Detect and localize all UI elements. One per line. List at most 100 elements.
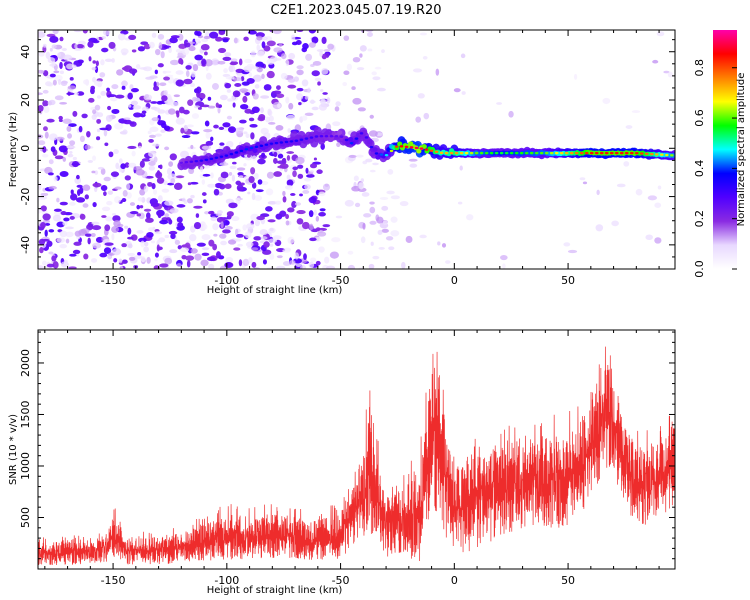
spectrogram-noise-blob	[266, 40, 276, 47]
spectrogram-noise-blob	[52, 30, 59, 35]
spectrogram-noise-blob	[173, 94, 181, 98]
spectrogram-noise-blob	[40, 221, 46, 229]
spectrogram-noise-blob	[101, 35, 106, 39]
spectrogram-noise-blob	[47, 172, 54, 176]
spectrogram-noise-blob	[57, 79, 62, 86]
spectrogram-noise-blob	[243, 36, 249, 42]
spectrogram-noise-blob	[154, 133, 162, 137]
spectrogram-noise-blob	[318, 191, 326, 197]
spectrogram-noise-blob	[213, 188, 220, 196]
spectrogram-noise-blob	[631, 110, 641, 113]
spectrogram-ridge-body	[421, 144, 427, 149]
spectrogram-noise-blob	[286, 174, 291, 181]
spectrogram-noise-blob	[201, 104, 210, 108]
spectrogram-noise-blob	[308, 210, 314, 218]
spectrogram-noise-blob	[136, 230, 144, 234]
spectrogram-noise-blob	[66, 92, 75, 96]
spectrogram-noise-blob	[263, 84, 272, 91]
spectrogram-noise-blob	[235, 233, 244, 238]
spectrogram-noise-blob	[148, 138, 154, 143]
snr-x-tick-label: -100	[214, 574, 239, 587]
spectrogram-noise-blob	[369, 169, 376, 173]
spectrogram-noise-blob	[297, 164, 304, 169]
spectrogram-noise-blob	[75, 253, 80, 257]
spectrogram-noise-blob	[186, 124, 194, 128]
spectrogram-noise-blob	[176, 204, 186, 208]
spectrogram-noise-blob	[219, 142, 225, 146]
spectrogram-noise-blob	[360, 178, 365, 183]
spectrogram-noise-blob	[157, 211, 162, 219]
spectrogram-noise-blob	[256, 44, 261, 51]
spectrogram-noise-blob	[227, 239, 237, 245]
spectrogram-noise-blob	[76, 184, 83, 188]
spectrogram-noise-blob	[272, 235, 282, 240]
spectrogram-noise-blob	[273, 151, 278, 158]
spectrogram-noise-blob	[184, 42, 191, 48]
spectrogram-noise-blob	[237, 243, 244, 247]
spectrogram-noise-blob	[92, 60, 97, 64]
spectrogram-noise-blob	[192, 63, 199, 72]
spectrogram-noise-blob	[45, 51, 51, 59]
spectrogram-noise-blob	[68, 123, 77, 127]
spectrogram-ridge-core	[364, 136, 369, 139]
spectrogram-noise-blob	[137, 251, 142, 256]
spectrogram-noise-blob	[212, 223, 219, 231]
spectrogram-noise-blob	[91, 221, 100, 225]
spectrogram-ridge-core	[594, 151, 599, 155]
spectrogram-noise-blob	[645, 234, 653, 241]
colorbar-ticks: 0.0 0.2 0.4 0.6 0.8	[693, 59, 737, 278]
spectrogram-noise-blob	[387, 169, 394, 175]
spectrogram-noise-blob	[267, 219, 276, 223]
spectrogram-noise-blob	[309, 237, 317, 242]
spectrogram-noise-blob	[224, 262, 234, 268]
spectrogram-noise-blob	[261, 41, 266, 49]
spectrogram-noise-blob	[343, 70, 350, 75]
spectrogram-noise-blob	[242, 258, 250, 267]
colorbar-label: Normalized spectral amplitude	[736, 73, 747, 227]
spectrogram-frame	[37, 29, 676, 270]
spectrogram-ridge-body	[337, 130, 343, 135]
spectrogram-noise-blob	[287, 78, 296, 83]
spectrogram-noise-blob	[142, 66, 153, 72]
spectrogram-ridge-core	[589, 151, 594, 155]
spectrogram-noise-blob	[82, 184, 91, 191]
spectrogram-ridge-core	[670, 154, 674, 157]
spectrogram-ridge-core	[199, 159, 204, 162]
spectrogram-noise-blob	[197, 60, 203, 67]
spectrogram-noise-blob	[208, 210, 215, 215]
spectrogram-noise-blob	[160, 129, 166, 133]
spectrogram-noise-blob	[382, 220, 388, 225]
spectrogram-noise-blob	[168, 47, 172, 54]
spectrogram-noise-blob	[69, 253, 77, 257]
spectrogram-noise-blob	[144, 241, 149, 247]
spectrogram-noise-blob	[282, 190, 286, 197]
snr-x-tick-label: -50	[332, 574, 350, 587]
spectrogram-noise-blob	[121, 243, 127, 248]
spectrogram-noise-blob	[244, 58, 252, 64]
snr-x-ticks: -150 -100 -50 0 50	[44, 330, 660, 587]
spectrogram-noise-blob	[159, 164, 163, 170]
spectrogram-noise-blob	[49, 73, 56, 78]
spectrogram-noise-blob	[267, 108, 272, 116]
spectrogram-noise-blob	[177, 222, 184, 229]
spectrogram-ridge-core	[429, 149, 434, 152]
spectrogram-noise-blob	[258, 113, 266, 121]
spectrogram-ridge-core	[249, 146, 254, 150]
spectrogram-noise-blob	[409, 163, 418, 168]
spectrogram-noise-blob	[148, 227, 154, 232]
spectrogram-noise-blob	[67, 153, 74, 158]
spectrogram-noise-blob	[311, 36, 319, 44]
spectrogram-ridge-core	[634, 151, 639, 155]
spectrogram-noise-blob	[60, 80, 68, 87]
spectrogram-noise-blob	[143, 246, 149, 253]
spectrogram-ridge-core	[494, 151, 499, 155]
spectrogram-noise-blob	[193, 221, 202, 230]
spectrogram-noise-blob	[292, 170, 297, 178]
spectrogram-ridge-core	[279, 141, 284, 144]
spectrogram-ridge-core	[239, 149, 244, 153]
spectrogram-noise-blob	[52, 79, 57, 86]
snr-series	[38, 346, 675, 565]
snr-x-axis-label: Height of straight line (km)	[207, 585, 343, 596]
spectrogram-noise-blob	[127, 145, 137, 149]
spectrogram-noise-blob	[74, 176, 81, 185]
